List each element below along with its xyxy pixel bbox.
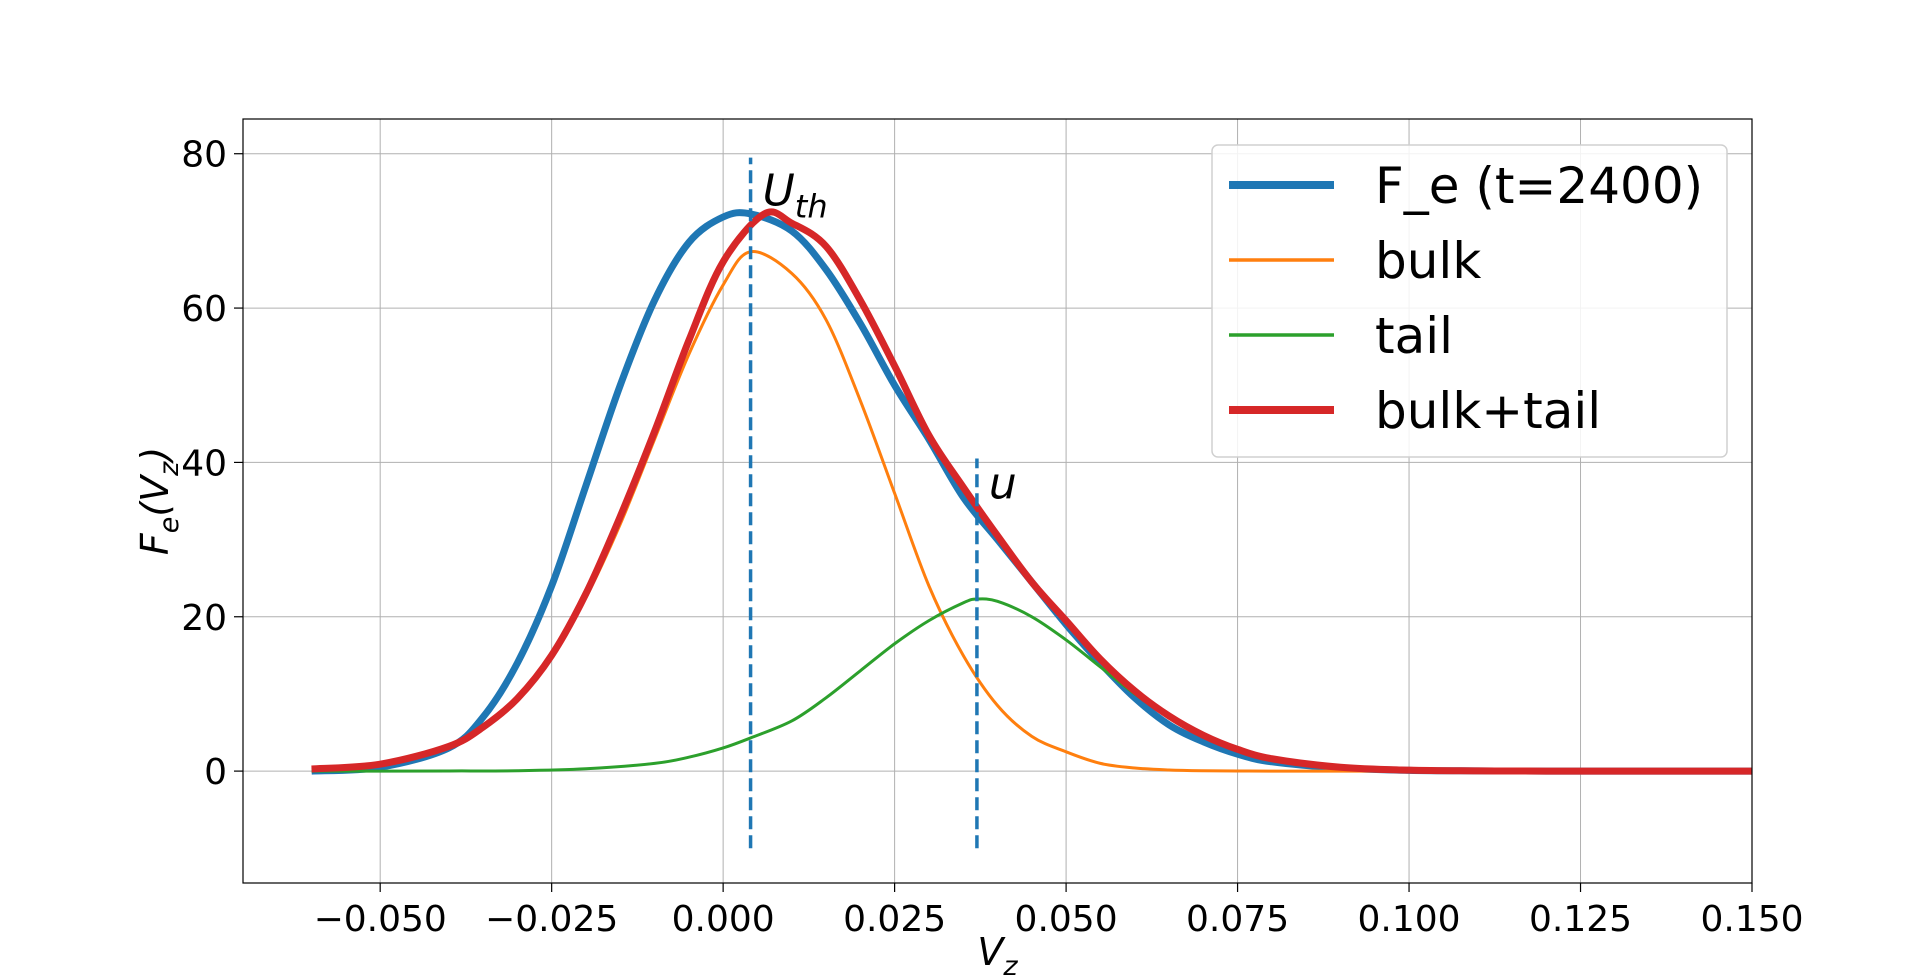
plot-frame <box>242 118 1753 884</box>
y-axis-label-sub-e: e <box>154 517 185 534</box>
x-tick-label-4: 0.050 <box>1015 899 1118 940</box>
annotation-label-0: Uth <box>763 166 828 226</box>
legend-box <box>1211 144 1728 458</box>
annotation-label-main-1: u <box>989 459 1017 510</box>
y-tick-label-1: 20 <box>181 598 227 639</box>
y-axis-label: Fe(Vz) <box>133 447 185 555</box>
annotation-label-main-0: U <box>763 166 795 217</box>
series-line-bulk-tail <box>311 208 1752 775</box>
x-tick-label-7: 0.125 <box>1529 899 1632 940</box>
y-axis-label-sub-z: z <box>154 461 185 477</box>
legend: F_e (t=2400) bulk tail bulk+tail <box>1211 144 1728 458</box>
annotation-label-1: u <box>989 459 1017 510</box>
x-tick-label-2: 0.000 <box>672 899 775 940</box>
annotations: Uth u <box>748 157 1017 849</box>
ticks: −0.050 −0.025 0.000 0.025 0.050 0.075 0.100 0.1… <box>181 135 1803 940</box>
y-tick-label-0: 0 <box>204 752 227 793</box>
y-tick-label-4: 80 <box>181 135 227 176</box>
legend-label-0: F_e (t=2400) <box>1375 157 1703 215</box>
x-tick-label-8: 0.150 <box>1700 899 1803 940</box>
x-axis-label-sub: z <box>1002 951 1018 977</box>
y-axis-label-open: (V <box>133 473 177 517</box>
x-tick-label-5: 0.075 <box>1186 899 1289 940</box>
y-axis-label-f: F <box>133 532 177 555</box>
x-tick-label-1: −0.025 <box>485 899 618 940</box>
legend-label-1: bulk <box>1375 232 1481 290</box>
x-axis-label-main: V <box>977 930 1006 974</box>
series-layer <box>311 208 1752 775</box>
y-tick-label-2: 40 <box>181 443 227 484</box>
y-tick-label-3: 60 <box>181 289 227 330</box>
annotation-label-sub-0: th <box>795 188 828 226</box>
x-tick-label-6: 0.100 <box>1358 899 1461 940</box>
x-tick-label-0: −0.050 <box>314 899 447 940</box>
y-axis-label-close: ) <box>133 447 177 465</box>
x-axis-label: Vz <box>977 930 1018 977</box>
legend-label-3: bulk+tail <box>1375 382 1601 440</box>
legend-label-2: tail <box>1375 307 1453 365</box>
x-tick-label-3: 0.025 <box>843 899 946 940</box>
